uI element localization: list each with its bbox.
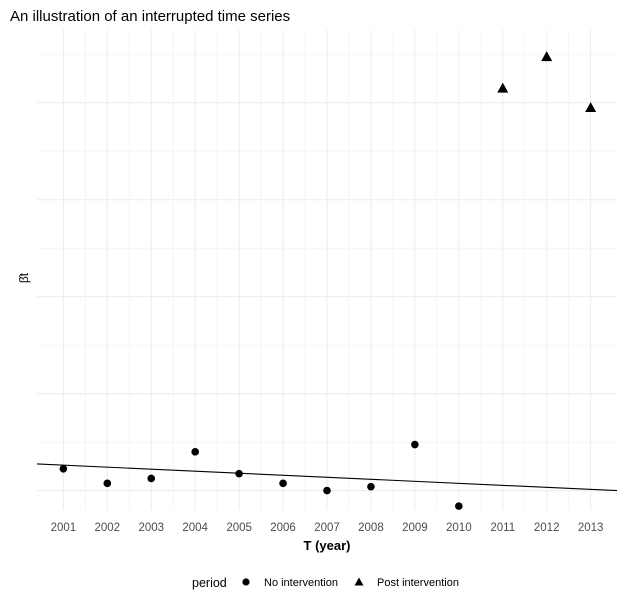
x-tick-label: 2010: [446, 522, 472, 534]
data-point-circle: [235, 469, 243, 478]
legend-label-no-intervention: No intervention: [264, 577, 338, 589]
legend: period No intervention Post intervention: [192, 576, 459, 590]
legend-circle-icon: [242, 578, 250, 586]
trend-layer: [36, 463, 618, 492]
data-point-circle: [323, 486, 331, 495]
data-point-triangle: [497, 82, 509, 93]
x-tick-label: 2008: [358, 522, 384, 534]
x-axis-title: T (year): [304, 538, 351, 553]
data-point-circle: [367, 482, 375, 491]
legend-triangle-icon: [354, 577, 364, 586]
x-tick-label: 2002: [95, 522, 121, 534]
x-tick-label: 2009: [402, 522, 428, 534]
x-tick-label: 2005: [226, 522, 252, 534]
legend-label-post-intervention: Post intervention: [377, 577, 459, 589]
data-point-circle: [279, 479, 287, 488]
points-layer: [59, 51, 597, 510]
legend-title: period: [192, 576, 227, 590]
data-point-circle: [191, 448, 199, 456]
x-tick-label: 2001: [51, 522, 77, 534]
x-tick-label: 2007: [314, 522, 340, 534]
x-tick-label: 2004: [182, 522, 208, 534]
x-tick-label: 2006: [270, 522, 296, 534]
grid: [37, 30, 617, 510]
x-tick-label: 2003: [138, 522, 164, 534]
x-tick-label: 2012: [534, 522, 560, 534]
x-tick-labels: 2001 2002 2003 2004 2005 2006 2007 2008 2009 2010…: [51, 522, 604, 534]
data-point-triangle: [585, 102, 597, 112]
data-point-circle: [59, 464, 68, 473]
trend-line: [36, 463, 618, 492]
data-point-circle: [455, 502, 463, 510]
x-tick-label: 2013: [578, 522, 604, 534]
data-point-circle: [147, 474, 156, 483]
x-tick-label: 2011: [490, 522, 515, 534]
chart-title: An illustration of an interrupted time s…: [10, 8, 290, 25]
data-point-triangle: [541, 51, 553, 62]
data-point-circle: [411, 440, 419, 449]
data-point-circle: [103, 479, 112, 488]
y-axis-title: β̂t: [17, 272, 31, 283]
